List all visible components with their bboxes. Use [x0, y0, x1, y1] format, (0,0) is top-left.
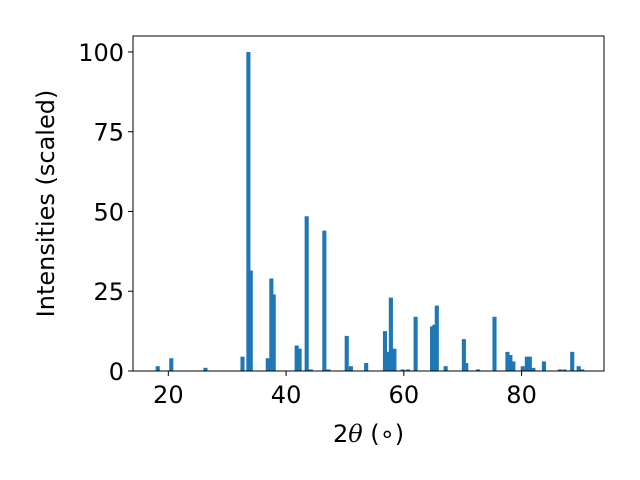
bar [531, 367, 536, 371]
bar [269, 278, 274, 371]
y-tick-label: 0 [109, 358, 124, 386]
bar [464, 363, 469, 371]
bar [326, 369, 331, 371]
bar [169, 358, 174, 371]
bar [520, 366, 525, 371]
x-axis-ticks: 20 40 60 80 [153, 371, 537, 409]
y-tick-label: 25 [93, 278, 124, 306]
bar [580, 369, 585, 371]
bar-series [155, 51, 585, 371]
bar [443, 366, 448, 371]
bar [434, 305, 439, 371]
bar [297, 348, 302, 371]
bar [265, 358, 270, 371]
x-tick-label: 40 [271, 381, 302, 409]
y-axis-label: Intensities (scaled) [32, 90, 60, 318]
bar [505, 351, 510, 371]
x-axis-label-theta: θ [348, 420, 363, 448]
x-axis-label-prefix: 2 [333, 420, 348, 448]
x-axis-label-suffix: (∘) [363, 420, 404, 448]
x-tick-label: 60 [389, 381, 420, 409]
y-axis-ticks: 0 25 50 75 100 [78, 39, 133, 386]
bar [461, 339, 466, 371]
bar [492, 316, 497, 371]
bar [240, 356, 245, 371]
x-tick-label: 80 [506, 381, 537, 409]
y-tick-label: 100 [78, 39, 124, 67]
bar [294, 345, 299, 371]
bar [348, 366, 353, 371]
x-tick-label: 20 [153, 381, 184, 409]
y-tick-label: 50 [93, 198, 124, 226]
bar [385, 351, 390, 371]
bar [322, 230, 327, 371]
bar [413, 316, 418, 371]
bar [511, 361, 516, 371]
bar [271, 294, 276, 371]
bar [246, 51, 251, 371]
plot-frame [132, 35, 605, 372]
bar [524, 356, 529, 371]
bar [308, 369, 313, 371]
bar [203, 367, 208, 371]
bar [304, 216, 309, 371]
y-tick-label: 75 [93, 119, 124, 147]
bar [248, 270, 253, 371]
bar [432, 324, 437, 371]
bar [562, 369, 567, 371]
bar [364, 363, 369, 371]
bar [430, 326, 435, 371]
bar [508, 355, 513, 371]
bar [382, 331, 388, 371]
bar [557, 369, 562, 371]
bar [400, 369, 405, 371]
bar [392, 348, 397, 371]
bar [541, 361, 547, 371]
bar [388, 297, 393, 371]
bar [155, 366, 160, 371]
bar [570, 351, 575, 371]
bar [527, 356, 532, 371]
bar [475, 369, 481, 371]
x-axis-label: 2θ (∘) [333, 420, 404, 448]
bar [576, 366, 581, 371]
bar [344, 335, 349, 371]
bar [405, 369, 411, 371]
